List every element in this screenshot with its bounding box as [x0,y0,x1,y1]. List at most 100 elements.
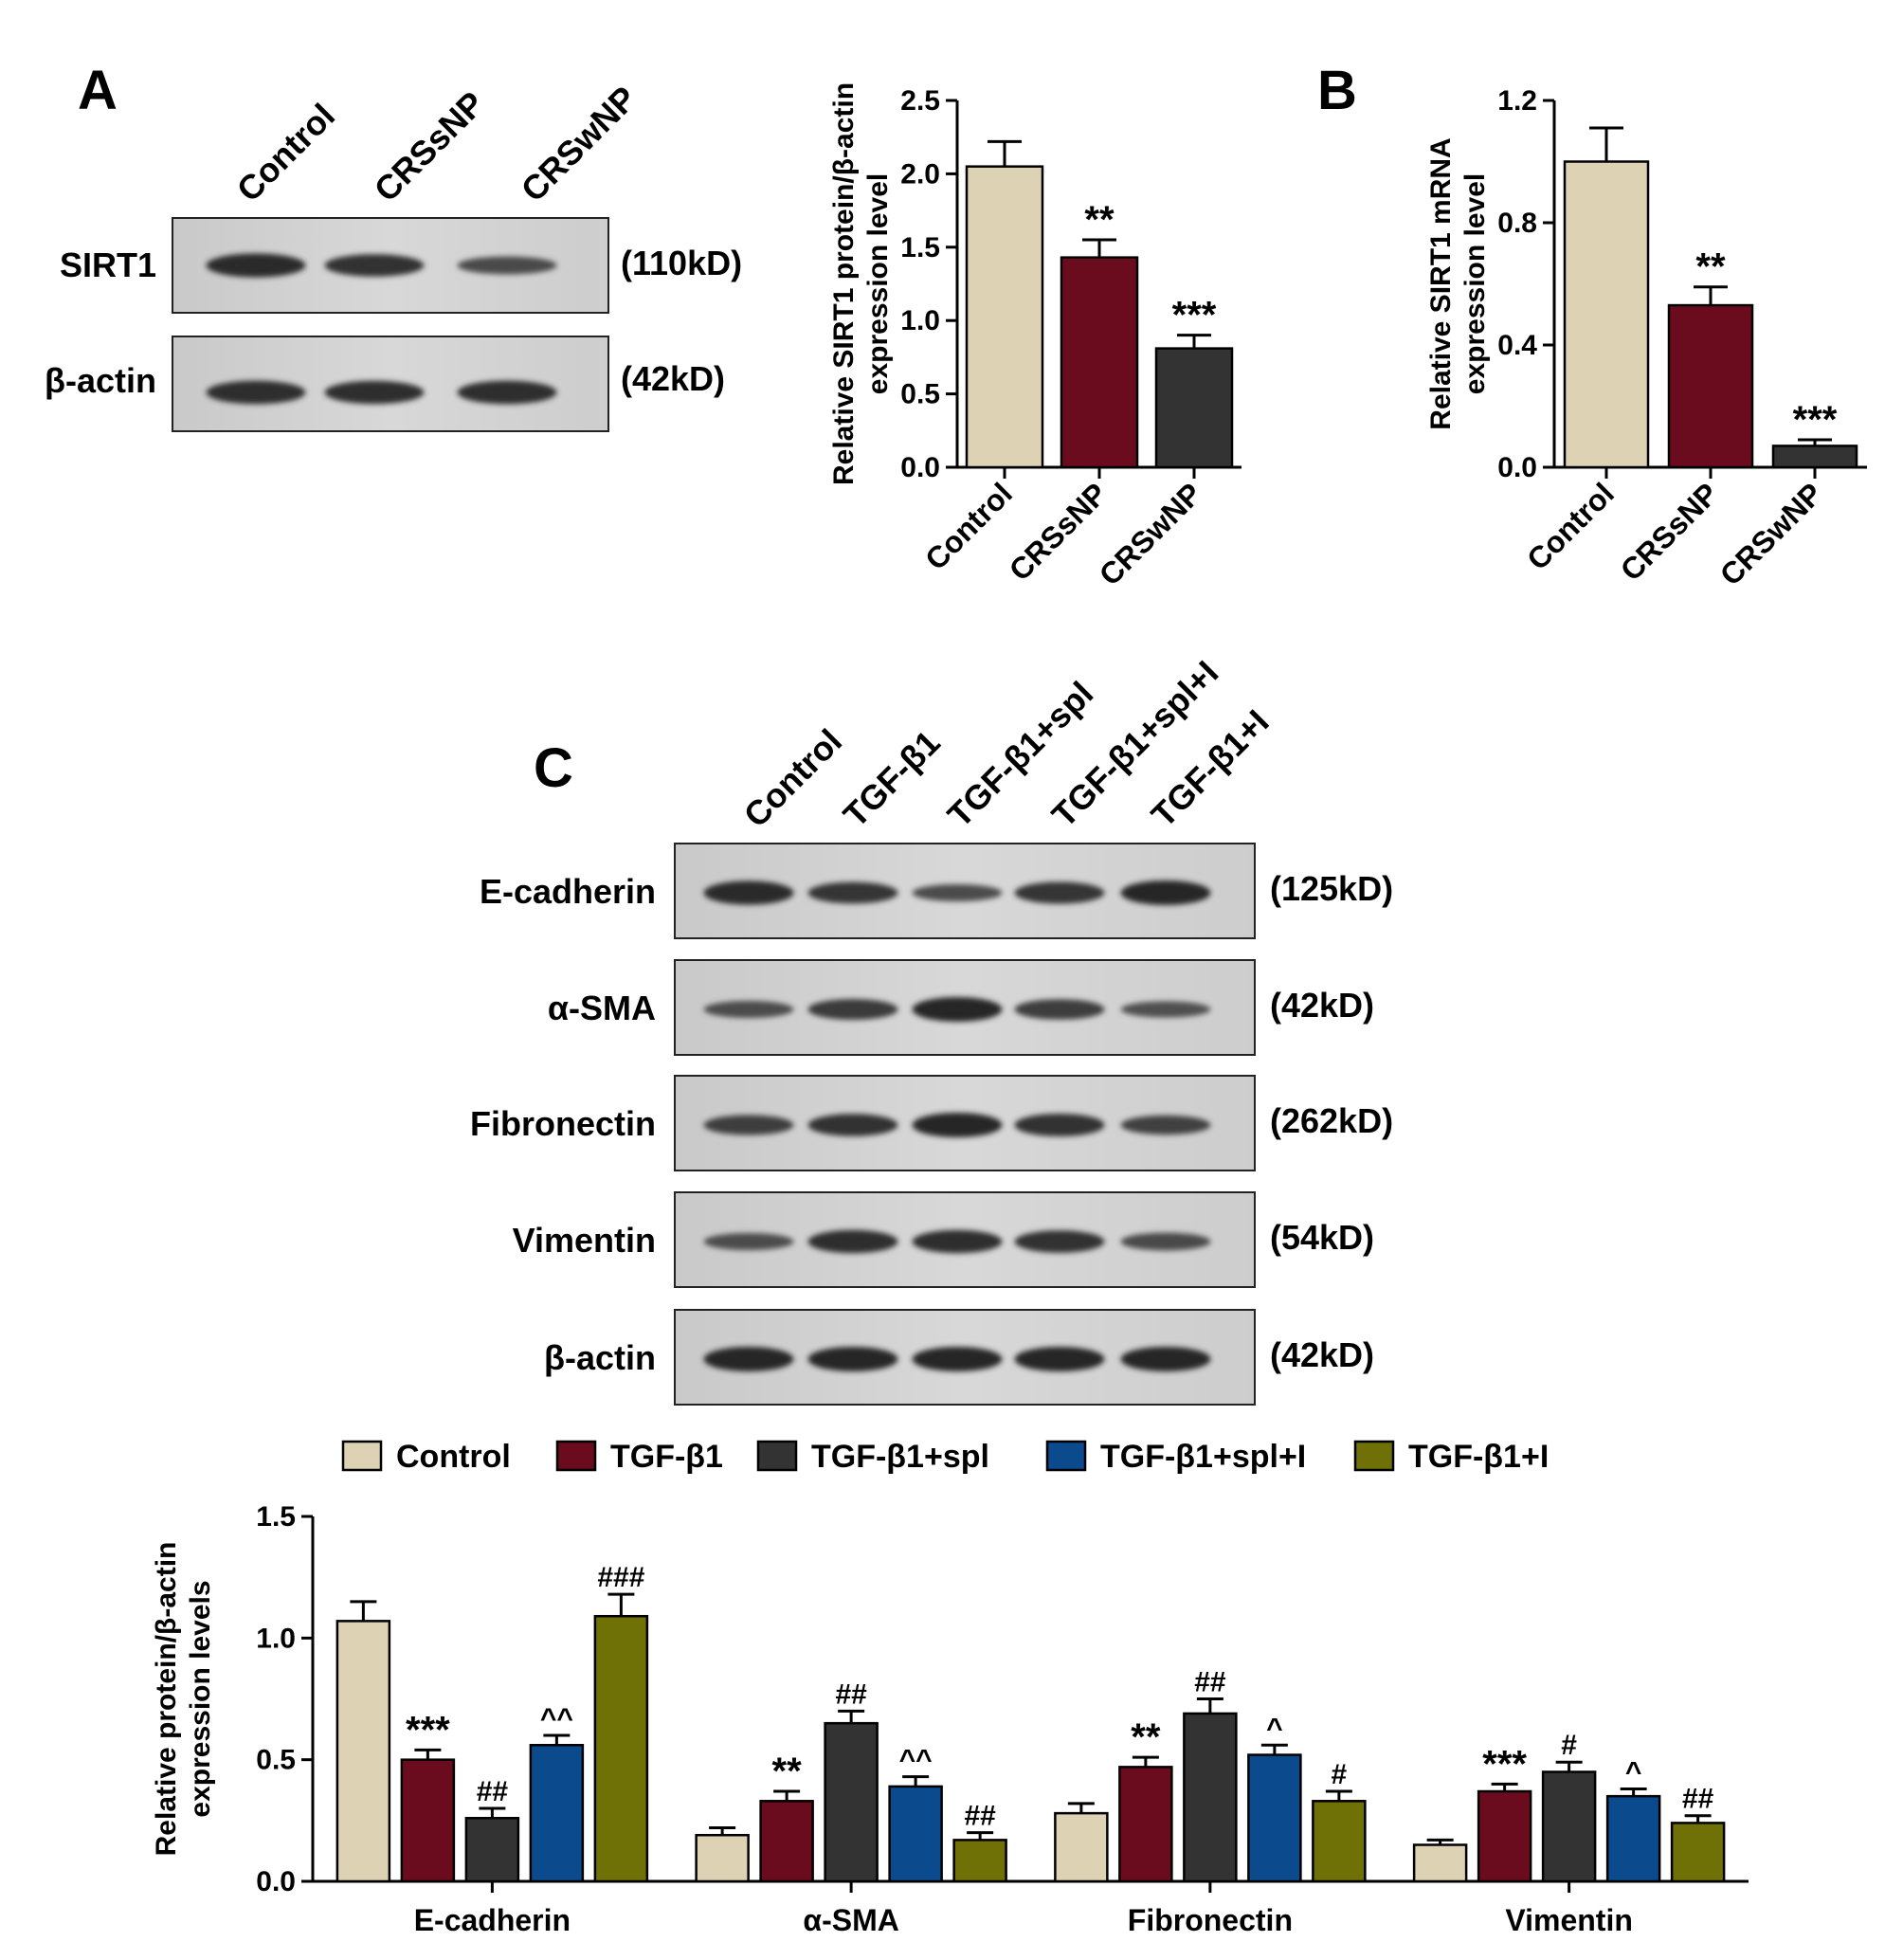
B-bar-ylabel-1: expression level [1459,173,1491,394]
blot-c-label-0: E-cadherin [480,872,656,911]
chart-c-xtick-label-0: E-cadherin [414,1903,571,1937]
chart-c-legend-label-2: TGF-β1+spl [811,1439,989,1475]
lane-label-c-tgf: TGF-β1 [836,723,948,835]
blot-c-row-1-band-3 [1014,999,1105,1020]
A-bar-ytick-label-3: 1.5 [900,232,940,263]
blot-a-label-beta-actin: β-actin [45,361,156,400]
blot-c-row-3-band-3 [1014,1230,1105,1253]
chart-c-sig-2-2: ## [1194,1667,1226,1698]
A-bar-bar-2 [1154,347,1234,469]
chart-c-legend-swatch-3 [1045,1440,1087,1472]
blot-a-kd-beta-actin: (42kD) [621,359,725,398]
blot-a-sirt1-band-1 [324,254,425,277]
chart-c-sig-3-1: *** [1482,1743,1527,1785]
B-bar-ylabel-0: Relative SIRT1 mRNA [1425,137,1457,429]
B-bar-ytick-label-1: 0.4 [1497,330,1537,361]
chart-c-legend-swatch-2 [756,1440,798,1472]
C-bar-ytick-label-1: 0.5 [256,1745,296,1776]
chart-c-xtick-label-3: Vimentin [1505,1903,1633,1937]
blot-c-row-2-band-1 [807,1114,898,1136]
chart-c-sig-3-3: ^ [1625,1756,1642,1788]
chart-c-legend-label-3: TGF-β1+spl+I [1100,1439,1306,1475]
blot-c-row-4-band-4 [1120,1347,1211,1371]
blot-a-actin-band-2 [457,380,557,405]
panel-letter-b: B [1317,60,1357,121]
blot-c-row-3-band-0 [703,1233,794,1250]
chart-c-legend-swatch-4 [1353,1440,1395,1472]
blot-c-row-2-band-3 [1014,1113,1105,1137]
blot-c-row-0-band-1 [807,881,898,904]
A-bar-bar-0 [965,165,1044,469]
chart-c-sig-3-2: # [1561,1730,1577,1761]
blot-c-kd-2: (262kD) [1270,1101,1393,1140]
chart-c-bar-2-0 [1054,1811,1109,1883]
blot-c-rows: E-cadherin (125kD) α-SMA (42kD) Fibronectin (… [470,843,1393,1406]
lane-label-crssnp: CRSsNP [367,83,492,209]
blot-c-row-4-band-2 [912,1347,1003,1371]
A-bar-ytick-label-1: 0.5 [900,379,940,410]
chart-c-sig-2-1: ** [1131,1716,1161,1758]
chart-c-legend-label-1: TGF-β1 [610,1439,723,1475]
blot-c-label-4: β-actin [544,1338,656,1377]
A-bar-ytick-label-0: 0.0 [900,452,940,483]
blot-c-row-4-band-3 [1014,1347,1105,1371]
chart-c-bar-2-4 [1312,1800,1367,1883]
blot-c-label-2: Fibronectin [470,1104,656,1143]
chart-c-bar-1-2 [824,1721,879,1883]
blot-c-row-0-band-2 [912,884,1003,901]
B-bar-sig-2: *** [1793,399,1838,441]
B-bar-ytick-label-2: 0.8 [1497,208,1537,239]
chart-c-bar-0-3 [529,1744,585,1883]
western-blot-c: Control TGF-β1 TGF-β1+spl TGF-β1+spl+I T… [470,653,1393,1406]
lane-label-c-control: Control [736,721,849,834]
B-bar-xtick-label-0: Control [1520,476,1621,576]
lane-label-crswnp: CRSwNP [514,79,644,209]
chart-c-bar-0-2 [464,1817,520,1883]
chart-c-sig-0-1: *** [406,1709,450,1751]
blot-c-row-4-band-1 [807,1347,898,1371]
blot-c-row-4-band-0 [703,1347,794,1371]
blot-a-bands [206,253,557,405]
blot-a-kd-sirt1: (110kD) [621,244,742,282]
A-bar-ytick-label-5: 2.5 [900,85,940,117]
chart-b: 0.0 0.4 0.8 1.2 Relative SIRT1 mRNA expressio… [1425,85,1867,592]
blot-c-row-1-band-4 [1120,1001,1211,1018]
chart-c-sig-1-2: ## [835,1679,867,1710]
chart-c-bar-1-4 [952,1839,1007,1883]
B-bar-xtick-label-1: CRSsNP [1614,476,1725,587]
A-bar-xtick-label-2: CRSwNP [1093,476,1208,591]
blot-a-actin-band-0 [206,380,306,405]
blot-c-kd-0: (125kD) [1270,869,1393,908]
B-bar-bar-1 [1667,303,1754,469]
chart-c-bar-2-1 [1118,1766,1173,1883]
chart-c-bar-1-0 [695,1833,750,1883]
chart-c-bar-1-1 [759,1800,814,1883]
panel-letter-a: A [78,60,118,121]
chart-c-sig-2-3: ^ [1266,1713,1283,1744]
blot-c-row-0-band-3 [1014,881,1105,904]
blot-c-row-2-band-2 [912,1113,1003,1137]
B-bar-xtick-label-2: CRSwNP [1713,476,1829,591]
blot-c-kd-3: (54kD) [1270,1218,1374,1257]
blot-c-row-3-band-1 [807,1229,898,1254]
chart-c-bar-0-1 [400,1758,456,1883]
blot-a-label-sirt1: SIRT1 [60,245,156,284]
chart-c-bar-3-2 [1541,1770,1597,1883]
A-bar-ytick-label-2: 1.0 [900,305,940,336]
chart-c-sig-0-4: ### [597,1562,644,1593]
C-bar-ytick-label-0: 0.0 [256,1866,296,1897]
chart-c-sig-2-4: # [1332,1759,1348,1790]
chart-c-legend-swatch-1 [555,1440,597,1472]
B-bar-ytick-label-0: 0.0 [1497,452,1537,483]
B-bar-sig-1: ** [1695,246,1726,288]
blot-c-row-2-band-0 [703,1115,794,1135]
C-bar-ytick-label-3: 1.5 [256,1501,296,1533]
B-bar-bar-2 [1771,445,1858,469]
A-bar-ytick-label-4: 2.0 [900,158,940,190]
chart-c-bar-0-4 [593,1614,649,1883]
blot-c-row-1-band-2 [912,997,1003,1022]
chart-c: 0.0 0.5 1.0 1.5 Relative protein/β-actin expr… [151,1439,1749,1937]
A-bar-bar-1 [1060,256,1139,469]
A-bar-sig-1: ** [1084,199,1115,241]
